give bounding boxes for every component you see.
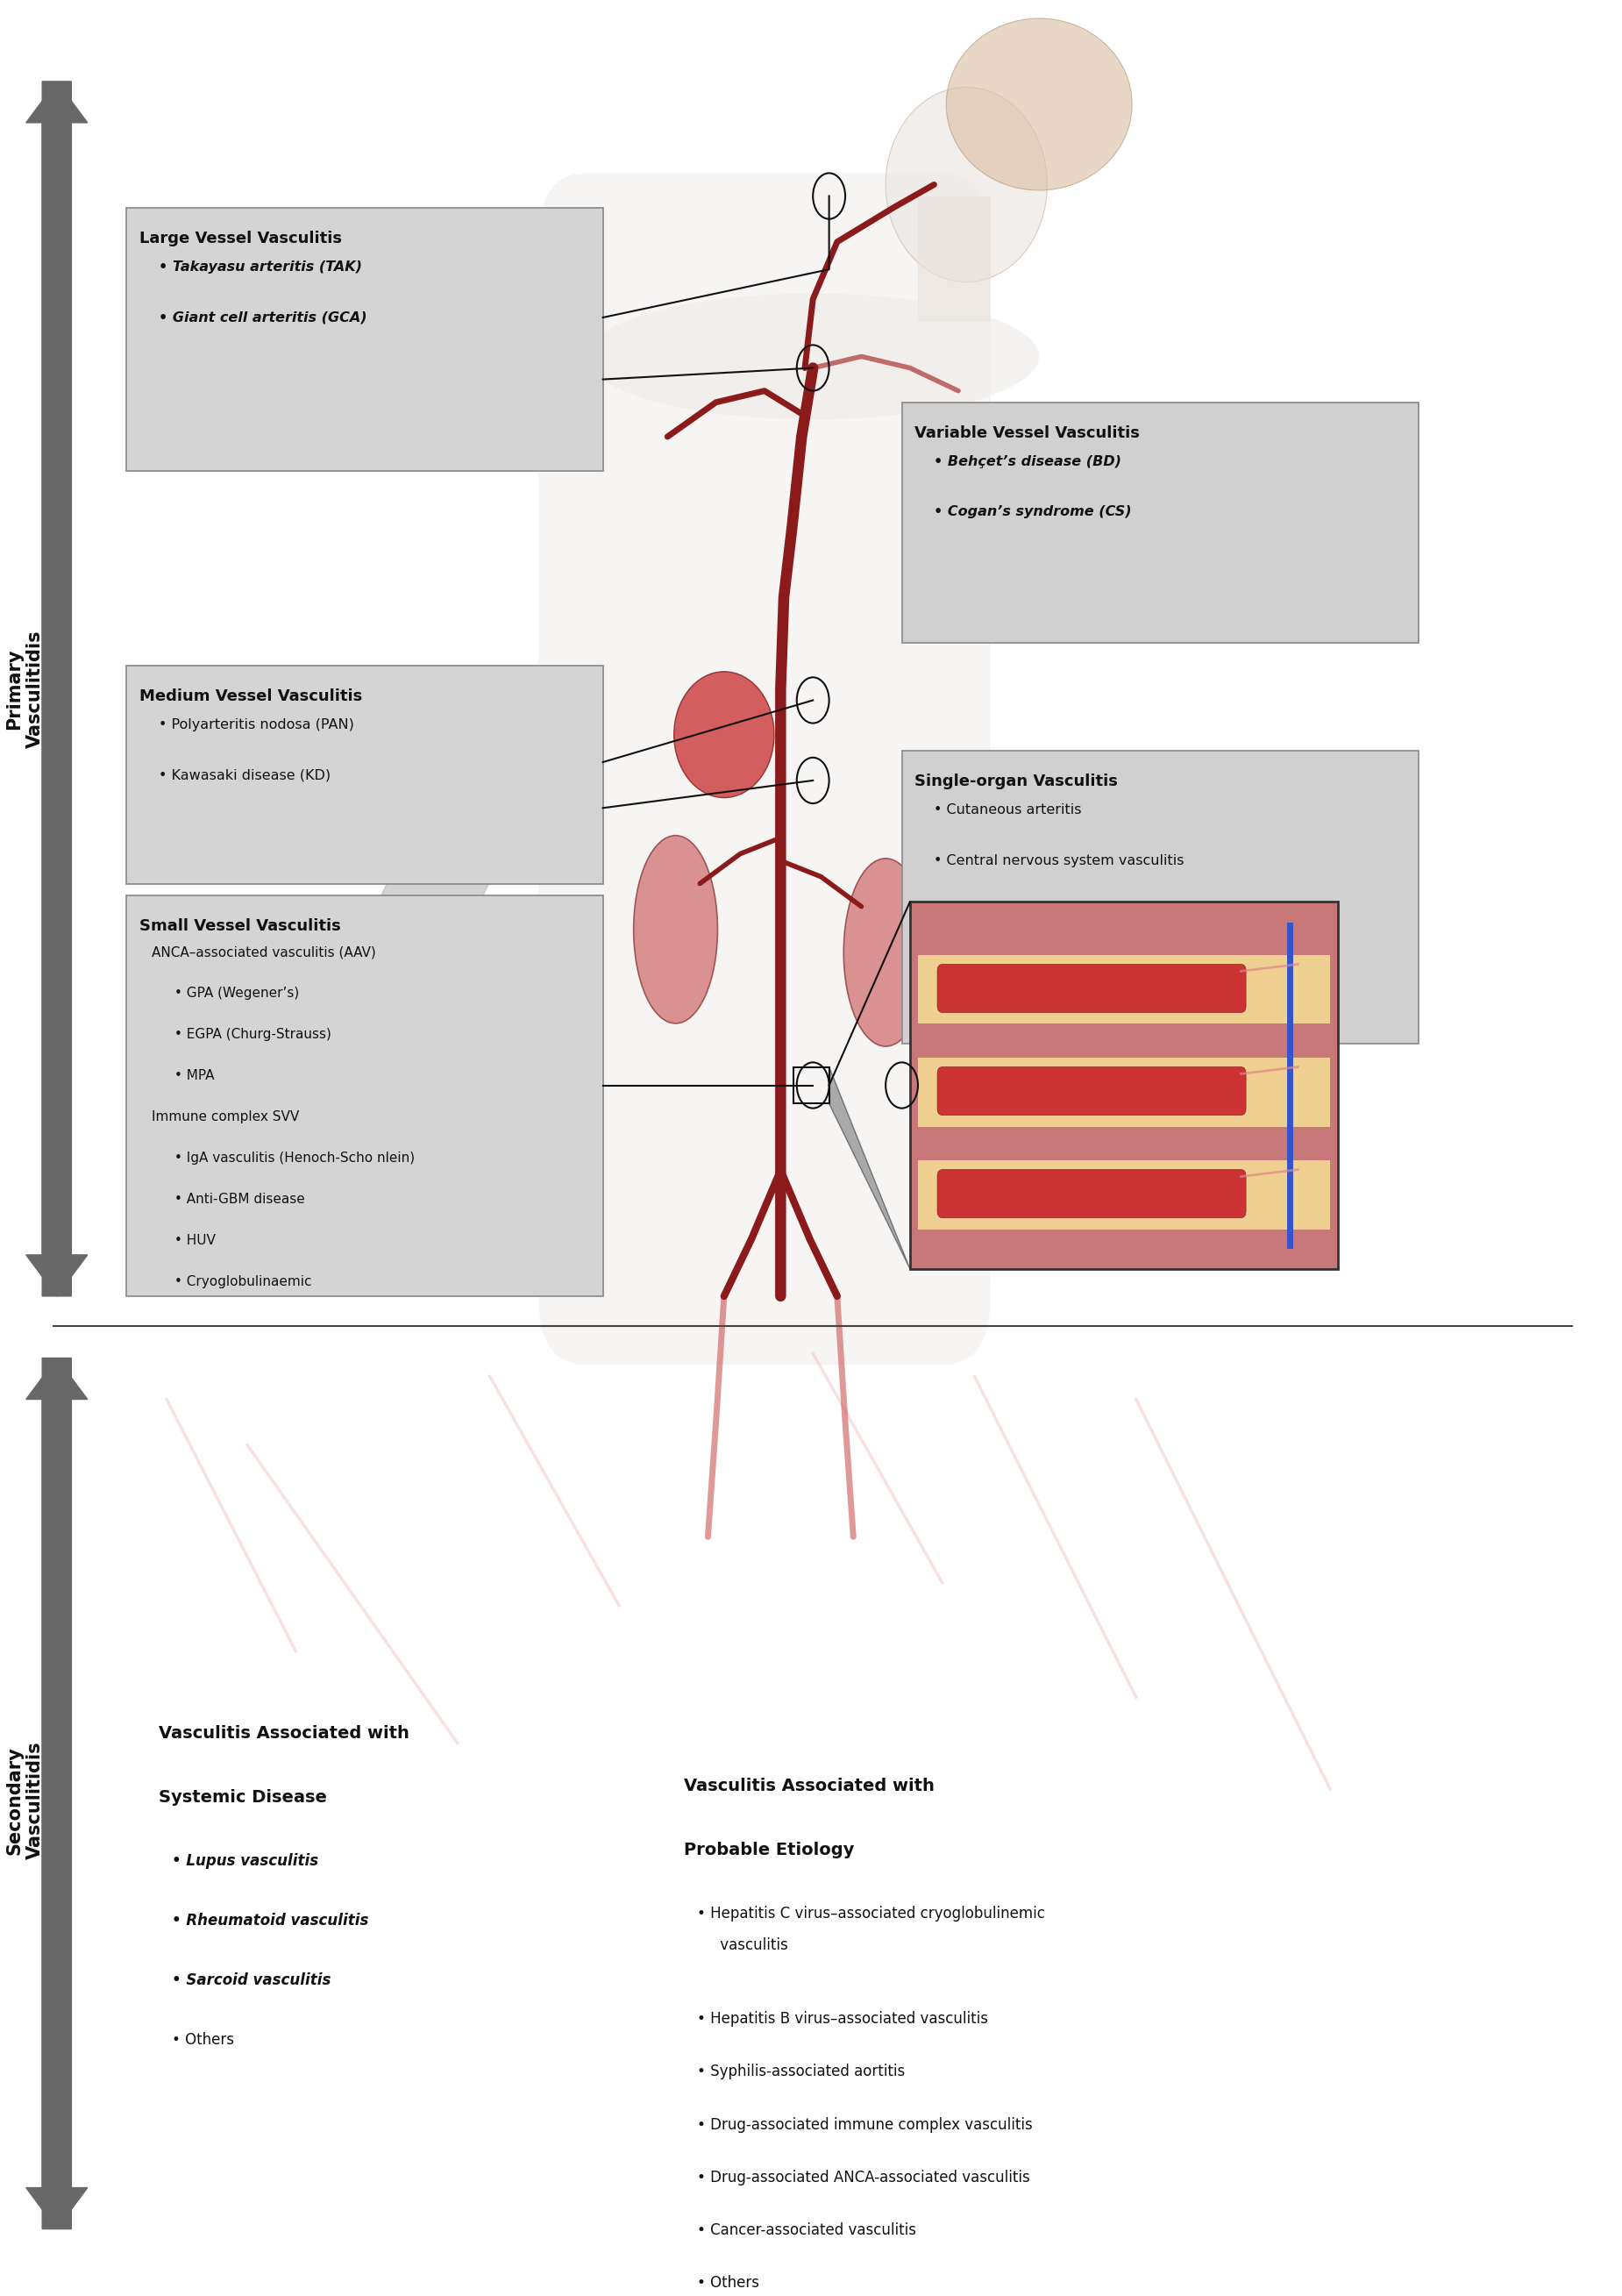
Text: Vasculitis Associated with: Vasculitis Associated with: [683, 1777, 934, 1793]
Text: Primary
Vasculitidis: Primary Vasculitidis: [5, 629, 44, 748]
Text: • Others: • Others: [696, 2275, 759, 2291]
FancyBboxPatch shape: [938, 1169, 1246, 1217]
Text: • Central nervous system vasculitis: • Central nervous system vasculitis: [934, 854, 1184, 868]
Text: • Sarcoid vasculitis: • Sarcoid vasculitis: [172, 1972, 331, 1988]
Text: Variable Vessel Vasculitis: Variable Vessel Vasculitis: [915, 425, 1140, 441]
Polygon shape: [829, 1068, 910, 1270]
Ellipse shape: [843, 859, 928, 1047]
FancyBboxPatch shape: [127, 895, 603, 1297]
Text: • MPA: • MPA: [175, 1070, 214, 1081]
Bar: [918, 195, 991, 321]
FancyArrow shape: [26, 80, 88, 1297]
Ellipse shape: [946, 18, 1132, 191]
Text: Large Vessel Vasculitis: Large Vessel Vasculitis: [139, 230, 342, 246]
FancyArrow shape: [342, 792, 500, 1045]
FancyBboxPatch shape: [539, 172, 991, 1364]
Text: • Others: • Others: [172, 2032, 234, 2048]
Bar: [918, 1058, 1330, 1127]
Text: Systemic Disease: Systemic Disease: [159, 1789, 326, 1805]
Text: • Takayasu arteritis (TAK): • Takayasu arteritis (TAK): [159, 259, 362, 273]
Ellipse shape: [675, 673, 774, 797]
Text: Secondary
Vasculitidis: Secondary Vasculitidis: [5, 1740, 44, 1860]
Text: Small Vessel Vasculitis: Small Vessel Vasculitis: [139, 918, 341, 934]
Text: ANCA–associated vasculitis (AAV): ANCA–associated vasculitis (AAV): [152, 946, 376, 960]
Text: Immune complex SVV: Immune complex SVV: [152, 1111, 300, 1123]
Text: vasculitis: vasculitis: [696, 1938, 788, 1954]
FancyArrow shape: [26, 1357, 88, 2229]
Text: • Syphilis-associated aortitis: • Syphilis-associated aortitis: [696, 2064, 905, 2080]
Text: • IgA vasculitis (Henoch-Scho nlein): • IgA vasculitis (Henoch-Scho nlein): [175, 1153, 415, 1164]
Text: • Isolated Aortitis: • Isolated Aortitis: [934, 905, 1075, 918]
Ellipse shape: [886, 87, 1048, 282]
Text: • HUV: • HUV: [175, 1235, 216, 1247]
Text: • EGPA (Churg-Strauss): • EGPA (Churg-Strauss): [175, 1029, 331, 1040]
Text: • Drug-associated immune complex vasculitis: • Drug-associated immune complex vasculi…: [696, 2117, 1032, 2133]
Text: Medium Vessel Vasculitis: Medium Vessel Vasculitis: [139, 689, 362, 705]
Text: • Hepatitis C virus–associated cryoglobulinemic: • Hepatitis C virus–associated cryoglobu…: [696, 1906, 1045, 1922]
FancyArrow shape: [26, 80, 88, 1297]
Text: • others: • others: [934, 955, 991, 969]
FancyBboxPatch shape: [938, 964, 1246, 1013]
Text: Single-organ Vasculitis: Single-organ Vasculitis: [915, 774, 1118, 790]
Ellipse shape: [634, 836, 717, 1024]
Text: • Drug-associated ANCA-associated vasculitis: • Drug-associated ANCA-associated vascul…: [696, 2170, 1030, 2186]
Bar: [793, 1068, 829, 1104]
Bar: [910, 902, 1338, 1270]
Text: • Anti-GBM disease: • Anti-GBM disease: [175, 1194, 305, 1205]
Bar: [918, 955, 1330, 1024]
FancyArrow shape: [26, 1357, 88, 2229]
Text: • Cutaneous arteritis: • Cutaneous arteritis: [934, 804, 1082, 817]
Text: • Behçet’s disease (BD): • Behçet’s disease (BD): [934, 455, 1122, 468]
Text: Vasculitis Associated with: Vasculitis Associated with: [159, 1724, 409, 1740]
FancyBboxPatch shape: [938, 1068, 1246, 1116]
Text: • Cogan’s syndrome (CS): • Cogan’s syndrome (CS): [934, 505, 1132, 519]
FancyBboxPatch shape: [127, 207, 603, 471]
Ellipse shape: [587, 294, 1040, 420]
FancyBboxPatch shape: [902, 402, 1419, 643]
Text: Probable Etiology: Probable Etiology: [683, 1841, 855, 1857]
Bar: [918, 1159, 1330, 1228]
Text: • Rheumatoid vasculitis: • Rheumatoid vasculitis: [172, 1913, 368, 1929]
Text: • Polyarteritis nodosa (PAN): • Polyarteritis nodosa (PAN): [159, 719, 354, 732]
Text: • GPA (Wegener’s): • GPA (Wegener’s): [175, 987, 300, 999]
FancyBboxPatch shape: [902, 751, 1419, 1045]
Text: • Giant cell arteritis (GCA): • Giant cell arteritis (GCA): [159, 310, 367, 324]
Text: • Hepatitis B virus–associated vasculitis: • Hepatitis B virus–associated vasculiti…: [696, 2011, 988, 2027]
Text: • Cancer-associated vasculitis: • Cancer-associated vasculitis: [696, 2223, 916, 2239]
Text: • Lupus vasculitis: • Lupus vasculitis: [172, 1853, 318, 1869]
FancyBboxPatch shape: [127, 666, 603, 884]
Text: • Cryoglobulinaemic: • Cryoglobulinaemic: [175, 1277, 311, 1288]
Text: • Kawasaki disease (KD): • Kawasaki disease (KD): [159, 769, 331, 783]
